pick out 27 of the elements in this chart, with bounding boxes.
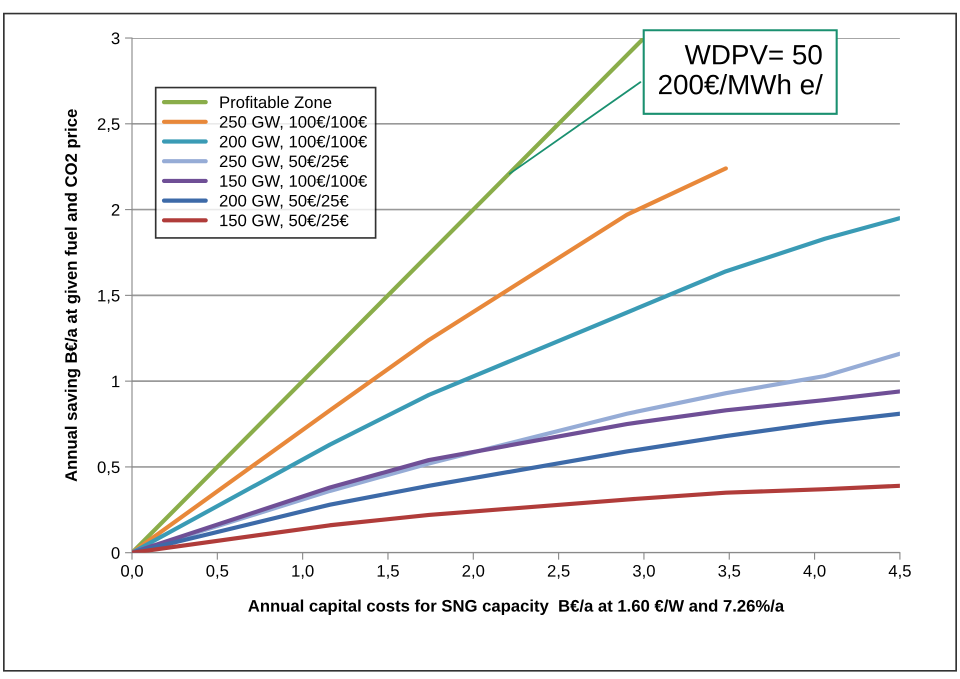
- x-tick-label: 0,5: [206, 564, 228, 579]
- y-tick-label: 1,5: [98, 290, 120, 304]
- y-tick-label: 1: [112, 376, 120, 388]
- y-tick-label: 0,5: [98, 461, 120, 476]
- legend-label: 150 GW, 100€/100€: [220, 174, 368, 189]
- y-tick-label: 2: [112, 204, 120, 216]
- x-tick-label: 3,0: [632, 564, 655, 579]
- legend-label: 200 GW, 50€/25€: [220, 194, 349, 209]
- legend-label: 200 GW, 100€/100€: [220, 135, 368, 150]
- x-tick-label: 0,0: [121, 564, 143, 579]
- legend-label: 250 GW, 50€/25€: [220, 154, 349, 170]
- y-tick-label: 2,5: [98, 118, 120, 132]
- y-tick-label: 3: [112, 32, 120, 44]
- y-axis-title: Annual saving B€/a at given fuel and CO2 price: [64, 109, 80, 482]
- x-tick-label: 4,5: [888, 565, 911, 579]
- x-tick-label: 1,5: [378, 565, 399, 579]
- legend-label: Profitable Zone: [220, 96, 332, 108]
- x-tick-label: 2,5: [548, 564, 570, 579]
- x-tick-label: 4,0: [803, 564, 826, 579]
- x-tick-label: 1,0: [292, 564, 314, 579]
- legend-label: 250 GW, 100€/100€: [220, 116, 368, 130]
- x-tick-label: 2,0: [462, 564, 484, 579]
- legend-label: 150 GW, 50€/25€: [220, 214, 349, 228]
- y-tick-label: 0: [112, 547, 120, 559]
- x-tick-label: 3,5: [718, 564, 740, 579]
- x-axis-title: Annual capital costs for SNG capacity B€/a at 1.60 €/W and 7.26%/a: [248, 599, 784, 616]
- annotation: WDPV= 50 200€/MWh e/: [659, 44, 823, 94]
